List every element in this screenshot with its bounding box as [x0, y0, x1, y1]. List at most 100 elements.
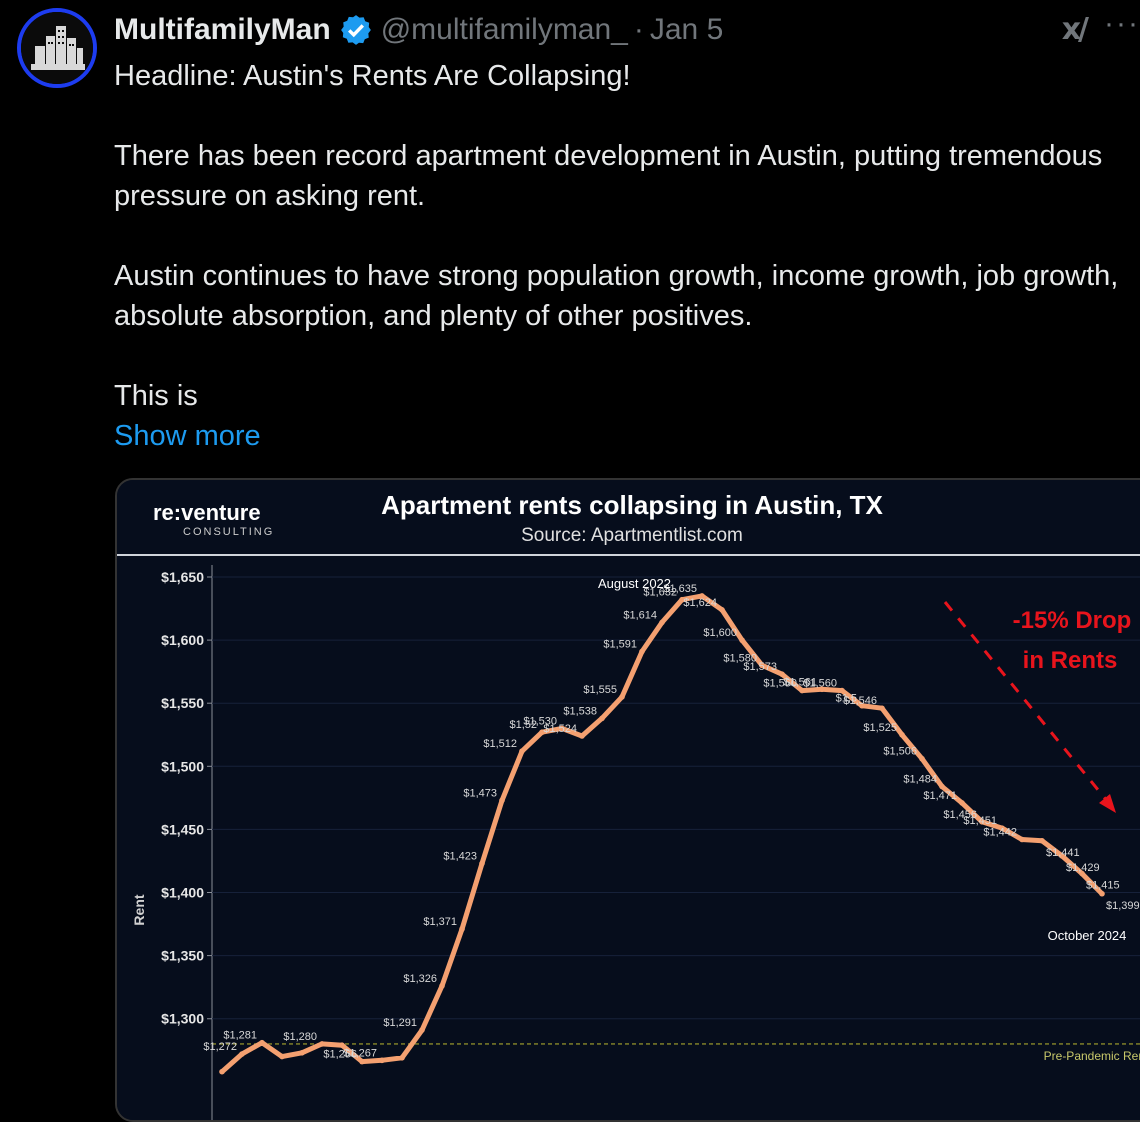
data-point [439, 983, 445, 989]
data-point [559, 725, 565, 732]
data-point [919, 755, 925, 762]
separator-dot: · [633, 13, 644, 46]
chart-title: Apartment rents collapsing in Austin, TX [381, 490, 883, 520]
data-point [419, 1027, 425, 1033]
data-point [399, 1055, 405, 1061]
data-label: $1,524 [543, 723, 577, 735]
data-label: $1,5 [836, 693, 857, 705]
data-point [959, 800, 965, 806]
data-point [599, 715, 605, 722]
data-point [1059, 853, 1065, 859]
data-point [859, 702, 865, 709]
data-point [379, 1057, 385, 1064]
data-label: $1,471 [923, 790, 957, 802]
data-point [639, 648, 645, 655]
data-point [719, 607, 725, 613]
data-point [459, 926, 465, 932]
data-label: $1,560 [803, 678, 837, 690]
data-point [239, 1051, 245, 1057]
data-label: $1,573 [743, 661, 777, 673]
post-paragraph: Headline: Austin's Rents Are Collapsing! [114, 60, 631, 92]
data-point [519, 748, 525, 754]
data-label: $1,266 [323, 1049, 357, 1061]
data-label: $1,399 [1106, 900, 1140, 912]
data-point [899, 731, 905, 738]
data-label: $1,512 [483, 738, 517, 750]
post-date[interactable]: Jan 5 [649, 13, 724, 46]
grok-icon[interactable]: x/ [1061, 12, 1089, 47]
data-label: $1,267 [343, 1047, 377, 1059]
data-point [759, 662, 765, 669]
post-media-image[interactable]: re:venture CONSULTING Apartment rents co… [115, 478, 1140, 1122]
baseline-label: Pre-Pandemic Rents [1044, 1049, 1140, 1063]
y-tick-label: $1,350 [161, 948, 204, 964]
data-label: $1,538 [563, 705, 597, 717]
data-label: $1,281 [223, 1030, 257, 1042]
post-paragraph: There has been record apartment developm… [114, 140, 1103, 212]
show-more-link[interactable]: Show more [114, 420, 261, 452]
data-point [219, 1068, 225, 1075]
data-point [1099, 890, 1105, 897]
more-icon[interactable]: ··· [1104, 6, 1140, 40]
data-label: $1,451 [963, 815, 997, 827]
data-label: $1,555 [583, 684, 617, 696]
data-point [979, 819, 985, 825]
data-point [999, 825, 1005, 831]
data-label: $1,635 [663, 583, 697, 595]
data-point [1079, 870, 1085, 877]
author-name[interactable]: MultifamilyMan [114, 13, 331, 46]
data-point [799, 687, 805, 694]
data-point [279, 1053, 285, 1060]
data-label: $1,326 [403, 973, 437, 985]
brand-name: re:venture [153, 500, 261, 525]
data-point [299, 1049, 305, 1056]
data-label: $1,580 [723, 652, 757, 664]
author-handle[interactable]: @multifamilyman_ [380, 13, 628, 46]
data-label: $1,591 [603, 638, 637, 650]
data-label: $1,371 [423, 916, 457, 928]
data-label: $1,525 [863, 722, 897, 734]
verified-badge-icon [340, 15, 371, 45]
post-actions-top: x/ ··· [1061, 7, 1140, 48]
data-label: $1,429 [1066, 862, 1100, 874]
drop-arrow-head [1099, 794, 1116, 813]
author-avatar[interactable] [17, 8, 97, 88]
data-label: $1,456 [943, 809, 977, 821]
post-paragraph: This is [114, 380, 198, 412]
data-label: $1,614 [623, 609, 657, 621]
data-label: $1,560 [763, 678, 797, 690]
data-point [679, 596, 685, 603]
drop-label-line1: -15% Drop [1013, 607, 1132, 634]
data-point [879, 705, 885, 712]
data-point [699, 593, 705, 599]
y-tick-label: $1,600 [161, 632, 204, 648]
data-label: $1,530 [523, 715, 557, 727]
data-point [339, 1042, 345, 1049]
data-point [779, 671, 785, 677]
data-label: $1,624 [683, 597, 717, 609]
drop-label-line2: in Rents [1023, 647, 1118, 674]
data-point [479, 860, 485, 867]
peak-annotation: August 2022 [598, 576, 671, 591]
brand-sub: CONSULTING [183, 526, 274, 538]
data-label: $1,546 [843, 695, 877, 707]
data-label: $1,600 [703, 627, 737, 639]
drop-trend-arrow [943, 601, 1114, 808]
data-label: $1,423 [443, 850, 477, 862]
data-label: $1,415 [1086, 880, 1120, 892]
data-point [499, 797, 505, 804]
data-label: $1,291 [383, 1017, 417, 1029]
y-tick-label: $1,300 [161, 1011, 204, 1027]
y-axis-label: Rent [131, 894, 147, 925]
data-point [319, 1041, 325, 1047]
chart-background [117, 480, 1140, 1120]
post-text: Headline: Austin's Rents Are Collapsing!… [114, 56, 1124, 456]
y-tick-label: $1,500 [161, 758, 204, 774]
data-label: $1,280 [283, 1031, 317, 1043]
buildings-logo-icon [21, 12, 93, 84]
y-tick-label: $1,450 [161, 821, 204, 837]
data-point [659, 619, 665, 626]
data-label: $1,272 [203, 1041, 237, 1053]
end-annotation: October 2024 [1048, 928, 1127, 943]
data-point [1019, 836, 1025, 843]
